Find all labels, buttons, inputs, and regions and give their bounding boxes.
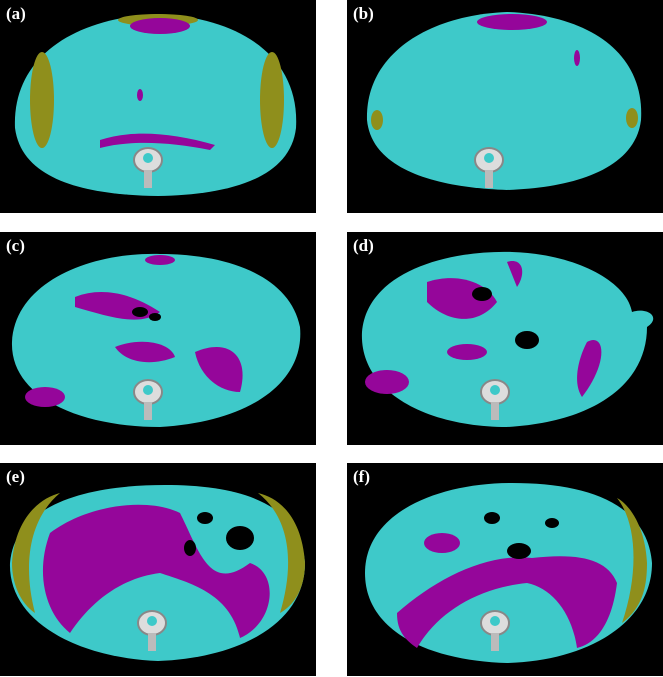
- spinous-process: [491, 402, 499, 420]
- air-pocket: [472, 287, 492, 301]
- tissue-region: [577, 340, 602, 397]
- panel-label: (d): [353, 236, 374, 255]
- panel-label: (f): [353, 467, 370, 486]
- spinous-process: [144, 170, 152, 188]
- spinal-canal: [147, 616, 157, 626]
- fat-region: [258, 493, 305, 613]
- spinal-canal: [490, 616, 500, 626]
- fat-region: [371, 110, 383, 130]
- tissue-region: [145, 255, 175, 265]
- body-section: [14, 14, 297, 196]
- ct-panel: (d): [347, 232, 663, 445]
- ct-panel: (c): [0, 232, 316, 445]
- fat-region: [626, 108, 638, 128]
- panel-label: (c): [6, 236, 25, 255]
- tissue-region: [397, 556, 617, 648]
- spinal-canal: [143, 153, 153, 163]
- fat-region: [12, 493, 60, 613]
- air-pocket: [184, 540, 196, 556]
- ct-panel: (b): [347, 0, 663, 213]
- spinous-process: [148, 633, 156, 651]
- air-pocket: [149, 313, 161, 321]
- panel-label: (b): [353, 4, 374, 23]
- tissue-region: [42, 504, 270, 638]
- tissue-region: [100, 133, 215, 150]
- spinal-canal: [143, 385, 153, 395]
- tissue-region: [507, 261, 523, 287]
- spinal-canal: [484, 153, 494, 163]
- fat-region: [260, 52, 284, 148]
- ct-panel: (e): [0, 463, 316, 676]
- spinous-process: [485, 170, 493, 188]
- tissue-region: [130, 18, 190, 34]
- spinal-canal: [490, 385, 500, 395]
- air-pocket: [484, 512, 500, 524]
- tissue-region: [115, 341, 175, 363]
- tissue-region: [447, 344, 487, 360]
- fat-region: [617, 498, 647, 623]
- panel-label: (a): [6, 4, 26, 23]
- spinous-process: [491, 633, 499, 651]
- air-pocket: [515, 331, 539, 349]
- spinous-process: [144, 402, 152, 420]
- air-pocket: [507, 543, 531, 559]
- tissue-region: [477, 14, 547, 30]
- ct-panel: (a): [0, 0, 316, 213]
- tissue-region: [195, 346, 243, 392]
- tissue-region: [25, 387, 65, 407]
- tissue-region: [574, 50, 580, 66]
- fat-region: [30, 52, 54, 148]
- tissue-region: [365, 370, 409, 394]
- tissue-region: [137, 89, 143, 101]
- tissue-region: [424, 533, 460, 553]
- panel-label: (e): [6, 467, 25, 486]
- body-section: [366, 12, 642, 190]
- air-pocket: [197, 512, 213, 524]
- air-pocket: [545, 518, 559, 528]
- air-pocket: [132, 307, 148, 317]
- air-pocket: [226, 526, 254, 550]
- ct-panel: (f): [347, 463, 663, 676]
